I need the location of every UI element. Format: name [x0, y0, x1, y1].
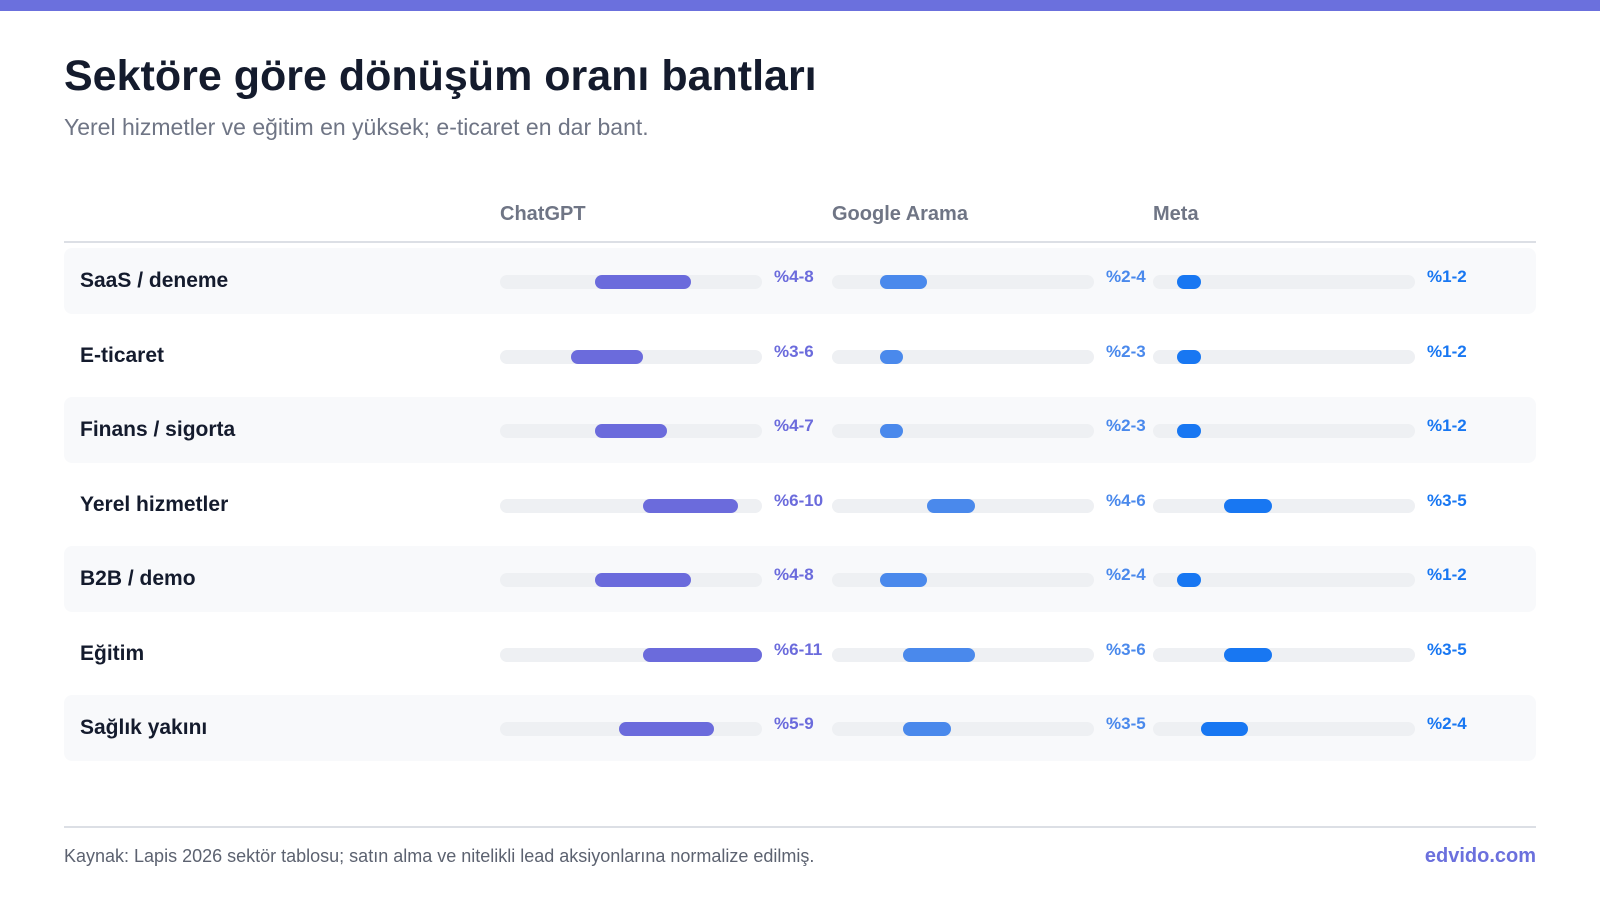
- range-band-chatgpt: [642, 647, 762, 662]
- range-band-google-arama: [879, 275, 928, 289]
- range-value-label: %2-3: [1106, 416, 1146, 435]
- band-track-chatgpt: [500, 424, 762, 438]
- band-track-meta: [1153, 498, 1415, 513]
- band-track-google-arama: [832, 275, 1094, 289]
- table-row: E-ticaret %3-6 %2-3 %1-2: [64, 323, 1536, 389]
- range-value-label: %2-4: [1427, 714, 1467, 733]
- range-value-label: %2-4: [1106, 565, 1146, 584]
- sector-label: Yerel hizmetler: [80, 492, 229, 516]
- band-track-meta: [1153, 722, 1415, 736]
- range-band-google-arama: [879, 573, 928, 587]
- range-band-google-arama: [903, 722, 952, 736]
- range-band-chatgpt: [595, 424, 667, 438]
- table-row: Eğitim %6-11 %3-6 %3-5: [64, 621, 1536, 687]
- range-value-label: %2-4: [1106, 267, 1146, 286]
- range-band-meta: [1176, 275, 1201, 289]
- band-track-chatgpt: [500, 722, 762, 736]
- range-band-chatgpt: [595, 573, 691, 587]
- band-track-meta: [1153, 573, 1415, 587]
- source-note: Kaynak: Lapis 2026 sektör tablosu; satın…: [64, 846, 815, 866]
- band-track-chatgpt: [500, 498, 762, 513]
- sector-label: Finans / sigorta: [80, 418, 236, 441]
- band-track-google-arama: [832, 424, 1094, 438]
- band-track-meta: [1153, 647, 1415, 662]
- range-value-label: %1-2: [1427, 267, 1467, 286]
- sector-label: Sağlık yakını: [80, 716, 208, 739]
- band-track-meta: [1153, 349, 1415, 364]
- range-value-label: %3-5: [1106, 714, 1146, 733]
- range-band-meta: [1200, 722, 1249, 736]
- range-value-label: %3-6: [774, 341, 814, 361]
- band-track-chatgpt: [500, 573, 762, 587]
- band-track-google-arama: [832, 498, 1094, 513]
- range-value-label: %1-2: [1427, 341, 1467, 361]
- page-title: Sektöre göre dönüşüm oranı bantları: [64, 52, 817, 100]
- page-subtitle: Yerel hizmetler ve eğitim en yüksek; e-t…: [64, 114, 649, 140]
- range-band-chatgpt: [642, 498, 739, 513]
- table-row: Yerel hizmetler %6-10 %4-6 %3-5: [64, 472, 1536, 538]
- table-row: Finans / sigorta %4-7 %2-3 %1-2: [64, 397, 1536, 463]
- range-band-google-arama: [879, 424, 904, 438]
- range-band-meta: [1224, 498, 1273, 513]
- column-header-chatgpt: ChatGPT: [500, 203, 586, 225]
- footer-divider: [64, 826, 1536, 828]
- sector-label: Eğitim: [80, 641, 145, 665]
- range-band-meta: [1176, 573, 1201, 587]
- header-divider: [64, 241, 1536, 243]
- range-band-meta: [1176, 349, 1201, 364]
- range-value-label: %4-8: [774, 565, 814, 584]
- band-track-google-arama: [832, 349, 1094, 364]
- band-track-meta: [1153, 424, 1415, 438]
- band-track-chatgpt: [500, 275, 762, 289]
- table-row: SaaS / deneme %4-8 %2-4 %1-2: [64, 248, 1536, 314]
- range-band-chatgpt: [619, 722, 715, 736]
- band-track-google-arama: [832, 573, 1094, 587]
- range-value-label: %6-10: [774, 490, 824, 510]
- range-value-label: %4-7: [774, 416, 814, 435]
- column-header-meta: Meta: [1153, 203, 1199, 225]
- range-value-label: %3-5: [1427, 639, 1467, 659]
- band-track-google-arama: [832, 647, 1094, 662]
- range-value-label: %1-2: [1427, 416, 1467, 435]
- band-track-google-arama: [832, 722, 1094, 736]
- top-accent-bar: [0, 0, 1600, 11]
- sector-label: B2B / demo: [80, 567, 196, 590]
- sector-label: SaaS / deneme: [80, 269, 229, 292]
- range-value-label: %1-2: [1427, 565, 1467, 584]
- range-value-label: %3-6: [1106, 639, 1146, 659]
- range-value-label: %2-3: [1106, 341, 1146, 361]
- column-header-google-arama: Google Arama: [832, 203, 968, 225]
- range-value-label: %4-6: [1106, 490, 1146, 510]
- band-track-chatgpt: [500, 349, 762, 364]
- table-row: Sağlık yakını %5-9 %3-5 %2-4: [64, 695, 1536, 761]
- range-value-label: %3-5: [1427, 490, 1467, 510]
- band-track-chatgpt: [500, 647, 762, 662]
- range-value-label: %5-9: [774, 714, 814, 733]
- range-band-chatgpt: [571, 349, 643, 364]
- range-value-label: %4-8: [774, 267, 814, 286]
- range-band-meta: [1224, 647, 1273, 662]
- table-row: B2B / demo %4-8 %2-4 %1-2: [64, 546, 1536, 612]
- range-band-google-arama: [903, 647, 975, 662]
- band-track-meta: [1153, 275, 1415, 289]
- range-band-google-arama: [927, 498, 975, 513]
- brand-link[interactable]: edvido.com: [1424, 845, 1536, 867]
- range-band-meta: [1176, 424, 1201, 438]
- range-band-google-arama: [879, 349, 904, 364]
- range-value-label: %6-11: [774, 639, 823, 659]
- sector-label: E-ticaret: [80, 343, 165, 367]
- range-band-chatgpt: [595, 275, 691, 289]
